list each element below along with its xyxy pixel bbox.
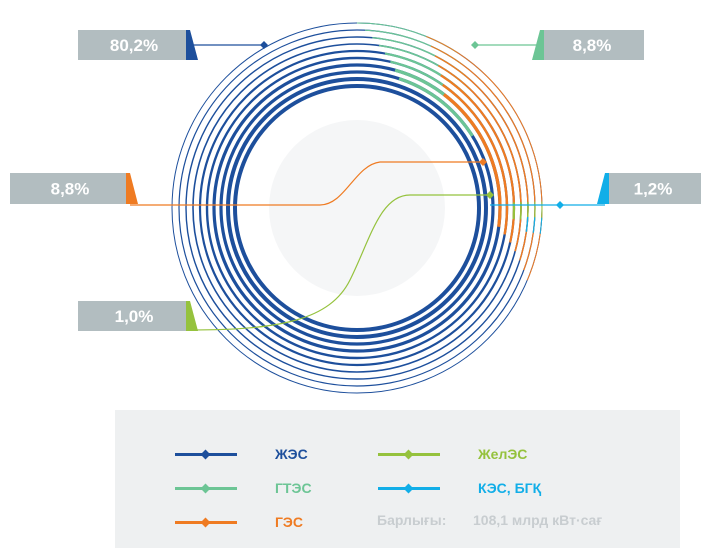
value-label-box [540, 30, 644, 60]
marker-icon [260, 41, 268, 49]
label-tab-icon [597, 173, 605, 204]
ring-2 [442, 83, 509, 235]
label-tab-icon [190, 301, 198, 331]
value-label: 8,8% [51, 180, 90, 199]
value-label-box [605, 173, 701, 204]
value-label: 8,8% [573, 36, 612, 55]
label-tab-icon [130, 173, 138, 204]
legend-marker-icon [200, 517, 211, 528]
ring-1 [398, 77, 474, 137]
legend-label: ЖелЭС [478, 446, 528, 462]
value-label: 80,2% [110, 36, 158, 55]
label-tab-edge [186, 301, 190, 331]
label-tab-icon [532, 30, 540, 60]
label-tab-edge [605, 173, 609, 204]
legend-label: КЭС, БГҚ [478, 480, 542, 496]
ring-4 [539, 217, 543, 234]
label-tab-edge [186, 30, 190, 60]
ring-zhes [226, 77, 488, 339]
legend-marker-icon [200, 483, 211, 494]
energy-share-chart: 80,2% 8,8% 8,8% 1,0% 1,2% [10, 22, 701, 394]
value-label-box [10, 173, 130, 204]
ring-2 [426, 36, 543, 281]
legend-label: ГТЭС [275, 480, 312, 496]
marker-icon [471, 41, 479, 49]
ring-4 [532, 217, 536, 233]
total-label: Барлығы: [377, 512, 447, 528]
value-label-box [78, 30, 190, 60]
total-value: 108,1 млрд кВт·сағ [473, 512, 603, 528]
ring-2 [430, 45, 536, 271]
ring-2 [437, 64, 522, 252]
label-tab-edge [540, 30, 544, 60]
legend-label: ЖЭС [275, 446, 308, 462]
leader-line [130, 161, 483, 206]
center-disc [269, 120, 445, 296]
chart-leaders [130, 41, 605, 331]
chart-rings [171, 22, 543, 394]
marker-icon [556, 201, 564, 209]
chart-legend: ЖЭС ГТЭС ГЭС ЖелЭС КЭС, БГҚ Барлығы: 108… [115, 410, 680, 548]
label-tab-edge [126, 173, 130, 204]
legend-marker-icon [200, 449, 211, 460]
legend-marker-icon [403, 449, 414, 460]
value-label-box [78, 301, 190, 331]
legend-marker-icon [403, 483, 414, 494]
marker-icon [479, 158, 487, 166]
ring-zhes [219, 70, 495, 346]
chart-labels: 80,2% 8,8% 8,8% 1,0% 1,2% [10, 30, 701, 331]
label-tab-icon [190, 30, 198, 60]
marker-icon [486, 191, 494, 199]
ring-4 [525, 216, 529, 232]
value-label: 1,2% [634, 180, 673, 199]
value-label: 1,0% [115, 307, 154, 326]
leader-line [189, 194, 490, 331]
ring-2 [442, 93, 502, 228]
ring-zhes [233, 84, 481, 332]
legend-label: ГЭС [275, 514, 304, 530]
